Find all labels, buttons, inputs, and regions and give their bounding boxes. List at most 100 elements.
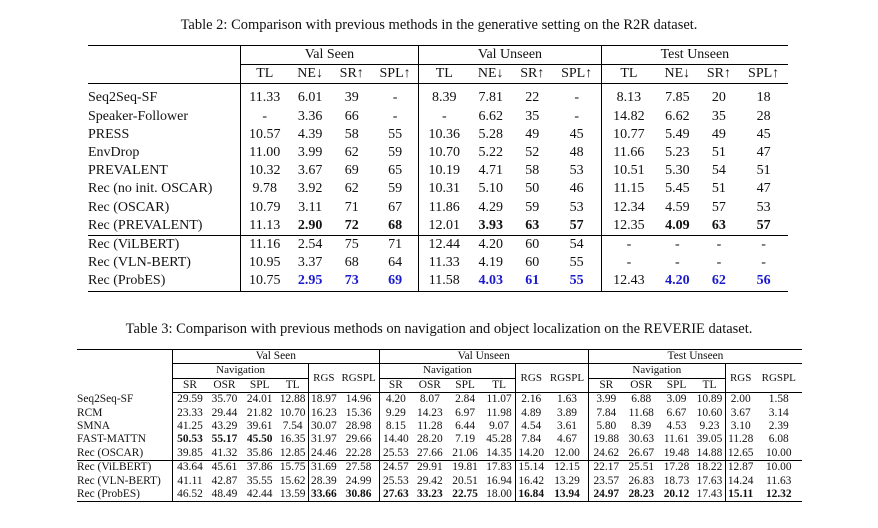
value-cell: 23.33	[177, 406, 203, 419]
value-cell: 18.22	[694, 460, 726, 475]
value-cell: 5.49	[665, 126, 690, 142]
method-name: Seq2Seq-SF	[77, 392, 174, 407]
value-cell: 67	[372, 198, 420, 217]
group-header: Val Unseen	[379, 348, 589, 365]
value-cell: 45	[552, 125, 602, 145]
method-name: Rec (OSCAR)	[77, 446, 174, 461]
value-cell: 33.23	[412, 488, 448, 503]
value-cell: 53	[756, 199, 771, 215]
value-cell: -	[441, 108, 447, 124]
loc-metric-header: RGSPL	[546, 363, 589, 394]
value-cell: 10.75	[240, 272, 289, 292]
table-row: FAST-MATTN 50.53 55.17 45.50 16.35 31.97 29.66…	[77, 433, 802, 447]
value-cell: 22.17	[588, 460, 624, 475]
value-cell: 1.63	[546, 392, 589, 407]
value-cell: 57	[552, 216, 602, 236]
value-cell: 43.29	[211, 420, 238, 433]
value-cell: 3.09	[666, 393, 687, 406]
value-cell: 54	[552, 235, 602, 255]
metric-header: SPL↑	[739, 64, 788, 85]
value-cell: 58	[344, 126, 359, 142]
value-cell: 59	[525, 199, 540, 215]
table2-group-header: Val Seen Val Unseen Test Unseen	[88, 44, 788, 66]
value-cell: 11.28	[724, 433, 756, 447]
value-cell: 30.07	[308, 420, 339, 434]
value-cell: 14.24	[724, 474, 756, 489]
value-cell: 2.84	[455, 393, 476, 406]
value-cell: 42.44	[242, 488, 278, 503]
metric-header: NE↓	[656, 64, 699, 85]
value-cell: 7.19	[455, 433, 476, 446]
value-cell: 6.44	[455, 420, 476, 433]
table-row: Seq2Seq-SF 29.59 35.70 24.01 12.88 18.97 14.96…	[77, 392, 802, 407]
value-cell: 15.36	[338, 406, 380, 421]
value-cell: 12.43	[601, 272, 657, 292]
table-row: Seq2Seq-SF 11.33 6.01 39-8.39 7.81 22-8.13 7.8…	[88, 89, 788, 108]
value-cell: 15.62	[279, 474, 306, 487]
value-cell: 46	[552, 180, 602, 199]
metric-header: TL	[418, 64, 470, 85]
value-cell: 10.51	[613, 163, 645, 179]
value-cell: 45	[756, 126, 771, 142]
spacer-cell	[372, 83, 420, 90]
value-cell: 45.28	[486, 433, 512, 446]
value-cell: 22.75	[447, 488, 483, 503]
value-cell: 11.15	[613, 181, 645, 197]
value-cell: 29.42	[417, 474, 443, 487]
value-cell: 1.58	[768, 393, 789, 406]
table3-caption: Table 3: Comparison with previous method…	[125, 321, 753, 337]
table2: Val Seen Val Unseen Test Unseen TL NE↓ SR↑ SPL…	[88, 44, 788, 292]
value-cell: 35.55	[246, 474, 273, 487]
value-cell: 11.86	[428, 199, 460, 215]
value-cell: 11.16	[240, 235, 289, 255]
value-cell: 14.23	[417, 406, 443, 419]
value-cell: 60	[525, 255, 540, 271]
value-cell: 6.62	[478, 108, 503, 124]
header-blank	[88, 64, 241, 85]
nav-metric-header: OSR	[412, 378, 448, 394]
metric-header: SPL↑	[552, 64, 602, 85]
value-cell: 71	[372, 235, 420, 255]
table-row: Rec (ViLBERT) 43.64 45.61 37.86 15.75 31.69 27…	[77, 460, 802, 475]
value-cell: 11.98	[486, 406, 512, 419]
table-row: PREVALENT 10.32 3.67 69 65 10.19 4.71 58 53 10.51…	[88, 162, 788, 181]
table-row: Speaker-Follower -3.36 66- -6.62 35-14.82 6.6…	[88, 107, 788, 126]
value-cell: 3.67	[724, 406, 756, 421]
value-cell: 31.97	[308, 433, 339, 447]
value-cell: 29.59	[177, 393, 203, 406]
value-cell: 9.78	[252, 181, 278, 197]
method-name: Rec (PREVALENT)	[88, 216, 241, 236]
value-cell: -	[552, 107, 602, 126]
value-cell: 2.39	[768, 420, 789, 433]
value-cell: 20.51	[452, 474, 478, 487]
value-cell: 41.11	[177, 474, 203, 487]
value-cell: 12.01	[428, 217, 461, 233]
value-cell: 8.15	[385, 420, 406, 433]
value-cell: 16.35	[279, 433, 306, 446]
table-row: Rec (ViLBERT) 11.16 2.54 75 71 12.44 4.20 60 54-…	[88, 235, 788, 255]
value-cell: -	[372, 89, 420, 108]
value-cell: 69	[372, 272, 420, 292]
value-cell: 6.01	[297, 90, 323, 106]
table3: Val Seen Val Unseen Test Unseen Navigation R…	[77, 348, 802, 503]
value-cell: 31.69	[308, 460, 339, 475]
value-cell: 3.36	[297, 108, 323, 124]
value-cell: 62	[344, 181, 359, 197]
value-cell: 71	[344, 199, 359, 215]
value-cell: 8.07	[419, 393, 440, 406]
value-cell: -	[262, 108, 268, 124]
value-cell: 72	[344, 217, 359, 233]
value-cell: 48.49	[206, 488, 243, 503]
value-cell: 6.88	[631, 393, 652, 406]
value-cell: 2.00	[724, 392, 756, 407]
nav-metric-header: TL	[277, 378, 309, 394]
loc-metric-header: RGSPL	[338, 363, 380, 394]
value-cell: 47	[756, 181, 771, 197]
loc-metric-header: RGS	[724, 363, 756, 394]
value-cell: 7.84	[515, 433, 547, 447]
header-blank	[77, 348, 174, 393]
value-cell: 3.92	[297, 181, 323, 197]
metric-header: SR↑	[511, 64, 553, 85]
value-cell: 53	[552, 162, 602, 181]
value-cell: 14.20	[515, 446, 547, 461]
